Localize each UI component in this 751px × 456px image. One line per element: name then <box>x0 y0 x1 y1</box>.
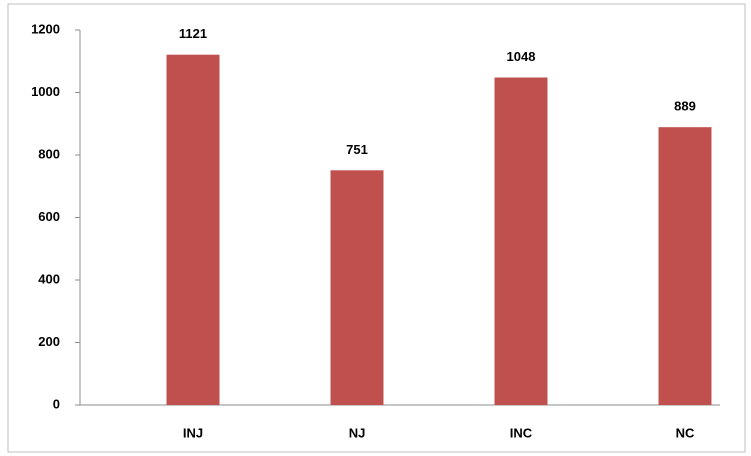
x-tick-label: INC <box>510 425 533 440</box>
data-label: 889 <box>674 99 696 114</box>
bar <box>494 77 548 405</box>
y-tick-label: 1200 <box>31 21 60 36</box>
x-tick-label: NJ <box>349 425 366 440</box>
bar <box>166 54 220 405</box>
y-tick-label: 400 <box>38 271 60 286</box>
y-tick-label: 0 <box>53 396 60 411</box>
y-tick-label: 1000 <box>31 84 60 99</box>
y-tick-label: 600 <box>38 209 60 224</box>
y-tick-label: 800 <box>38 146 60 161</box>
data-label: 1121 <box>179 26 207 41</box>
data-label: 751 <box>346 142 368 157</box>
data-label: 1048 <box>507 49 536 64</box>
x-tick-label: NC <box>676 425 695 440</box>
y-tick-label: 200 <box>38 334 60 349</box>
x-tick-label: INJ <box>183 425 203 440</box>
bar <box>658 127 712 405</box>
bar <box>330 170 384 405</box>
